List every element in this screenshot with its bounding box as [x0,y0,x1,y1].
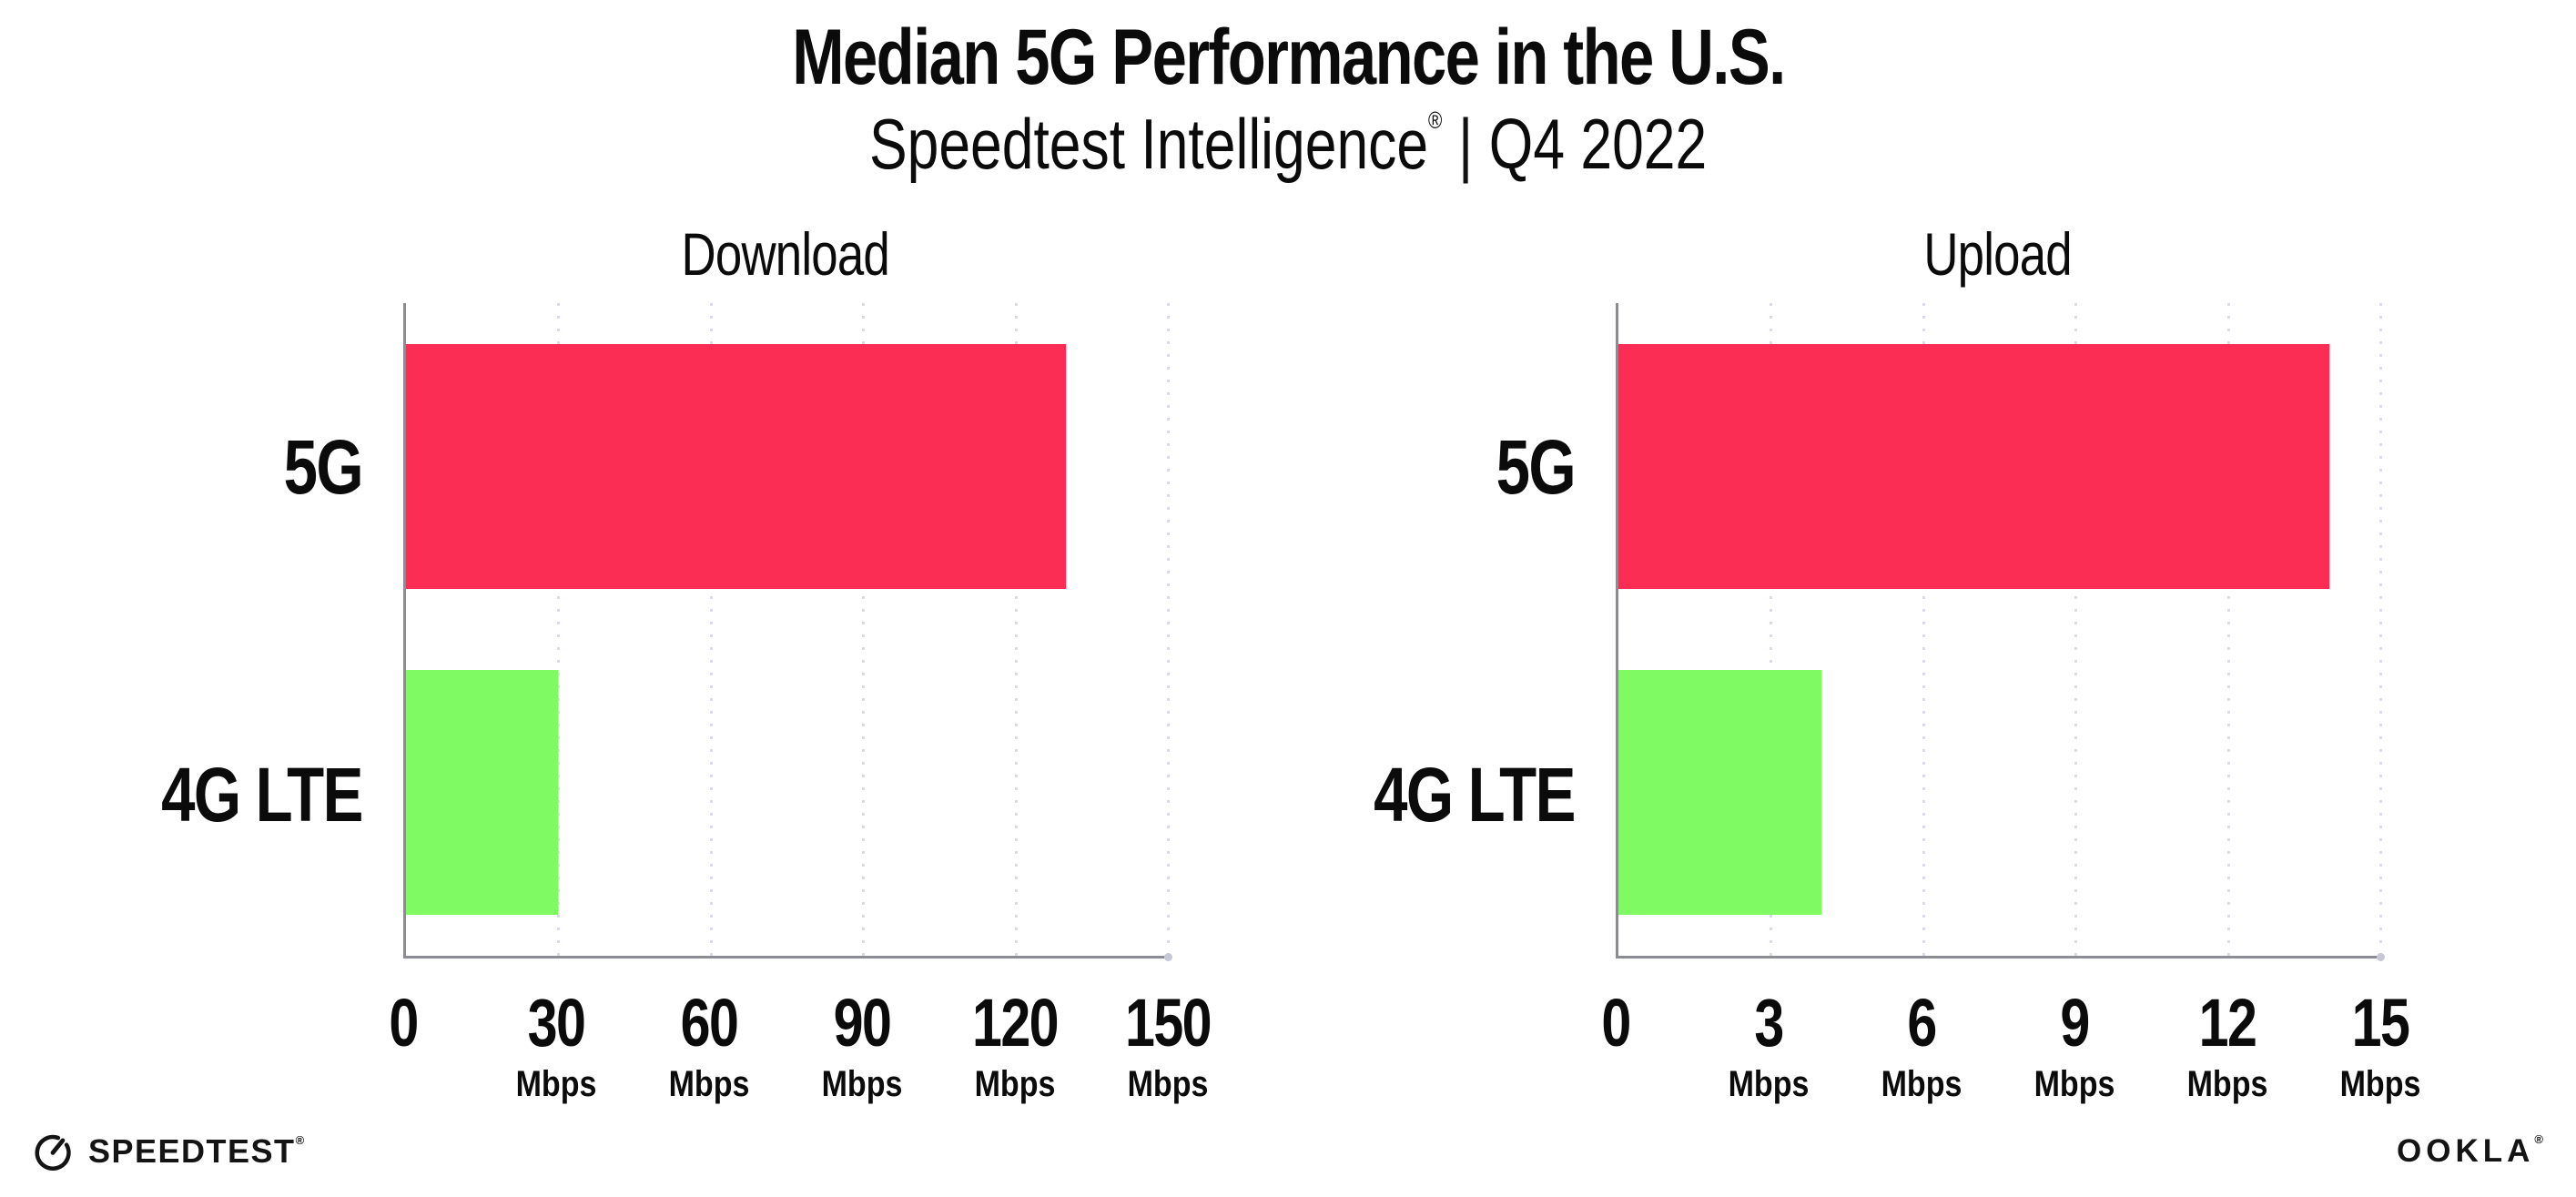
tick-unit: Mbps [668,1064,750,1104]
subtitle-period: Q4 2022 [1488,104,1708,185]
category-label-5g: 5G [283,424,364,510]
gridline-3 [1770,303,1773,956]
tick-number: 0 [1601,985,1631,1060]
download-bars [406,303,1168,956]
bar-band-5g [406,303,1168,630]
tick-unit: Mbps [2033,1064,2115,1104]
bar-4g-lte [406,670,559,916]
page-title-text: Median 5G Performance in the U.S. [791,14,1786,101]
gridline-30 [557,303,561,956]
tick-number: 15 [2351,985,2410,1060]
x-axis-tick-15: 15 Mbps [2333,985,2428,1104]
x-axis-tick-120: 120 Mbps [961,985,1068,1104]
category-label-5g: 5G [1496,424,1577,510]
page-subtitle: Speedtest Intelligence® | Q4 2022 [0,107,2576,182]
header: Median 5G Performance in the U.S. Speedt… [0,0,2576,182]
speedtest-wordmark: SPEEDTEST® [88,1132,305,1170]
tick-number: 90 [833,985,892,1060]
x-axis-tick-90: 90 Mbps [815,985,909,1104]
bar-5g [406,343,1067,589]
download-chart: Download 5G 4G LTE 0 30 Mbps 60 Mbps 90 Mbps 120… [161,220,1212,1126]
tick-unit: Mbps [821,1064,903,1104]
tick-unit: Mbps [1728,1064,1810,1104]
gridline-6 [1922,303,1925,956]
tick-number: 30 [527,985,586,1060]
x-axis-tick-6: 6 Mbps [1874,985,1969,1104]
download-x-axis-labels: 0 30 Mbps 60 Mbps 90 Mbps 120 Mbps 150 Mbps [389,985,1212,1126]
tick-unit: Mbps [2186,1064,2268,1104]
speedtest-logo: SPEEDTEST® [31,1130,304,1173]
bar-band-4g-lte [406,630,1168,957]
bar-band-4g-lte [1618,630,2380,957]
x-axis-tick-60: 60 Mbps [662,985,756,1104]
gridline-90 [862,303,866,956]
tick-number: 6 [1907,985,1937,1060]
subtitle-separator: | [1457,104,1474,185]
gridline-60 [709,303,713,956]
tick-unit: Mbps [515,1064,597,1104]
tick-unit: Mbps [2339,1064,2421,1104]
ookla-registered-mark: ® [2534,1132,2543,1146]
speedtest-gauge-icon [35,1134,71,1171]
page-title: Median 5G Performance in the U.S. [0,14,2576,101]
speedtest-registered-mark: ® [295,1133,305,1147]
tick-unit: Mbps [1127,1064,1209,1104]
ookla-wordmark: OOKLA [2397,1133,2535,1169]
upload-chart: Upload 5G 4G LTE 0 3 Mbps 6 Mbps 9 Mbps 12 Mbps 15… [1374,220,2420,1126]
gridline-12 [2226,303,2230,956]
x-axis-tick-9: 9 Mbps [2027,985,2122,1104]
gridline-15 [2379,303,2382,956]
gridline-120 [1014,303,1018,956]
tick-number: 9 [2060,985,2090,1060]
upload-x-axis-labels: 0 3 Mbps 6 Mbps 9 Mbps 12 Mbps 15 Mbps [1601,985,2420,1126]
upload-bars [1618,303,2380,956]
download-plot-area [403,303,1172,961]
download-category-labels: 5G 4G LTE [0,303,364,959]
x-axis-tick-30: 30 Mbps [509,985,603,1104]
download-gridlines [406,303,1170,956]
upload-gridlines [1618,303,2382,956]
chart-title-upload: Upload [1923,220,2073,288]
tick-number: 60 [680,985,739,1060]
registered-mark: ® [1427,107,1443,135]
tick-number: 120 [972,985,1060,1060]
x-axis-tick-150: 150 Mbps [1114,985,1221,1104]
tick-number: 0 [389,985,419,1060]
x-axis-tick-12: 12 Mbps [2180,985,2275,1104]
x-axis-tick-3: 3 Mbps [1721,985,1816,1104]
tick-unit: Mbps [974,1064,1056,1104]
gridline-9 [2074,303,2078,956]
category-label-4g-lte: 4G LTE [1374,752,1576,837]
tick-number: 3 [1754,985,1784,1060]
upload-plot-area [1616,303,2385,961]
ookla-logo: OOKLA® [2397,1132,2543,1170]
bar-5g [1618,343,2330,589]
category-label-4g-lte: 4G LTE [161,752,363,837]
tick-number: 12 [2198,985,2257,1060]
upload-category-labels: 5G 4G LTE [1183,303,1577,959]
bar-band-5g [1618,303,2380,630]
tick-unit: Mbps [1881,1064,1962,1104]
x-axis-tick-0: 0 [1597,989,1633,1057]
page-subtitle-text: Speedtest Intelligence® | Q4 2022 [869,107,1707,182]
subtitle-brand: Speedtest Intelligence [868,104,1428,185]
tick-number: 150 [1125,985,1212,1060]
x-axis-tick-0: 0 [385,989,421,1057]
bar-4g-lte [1618,670,1822,916]
chart-title-download: Download [681,220,890,288]
gridline-150 [1167,303,1170,956]
